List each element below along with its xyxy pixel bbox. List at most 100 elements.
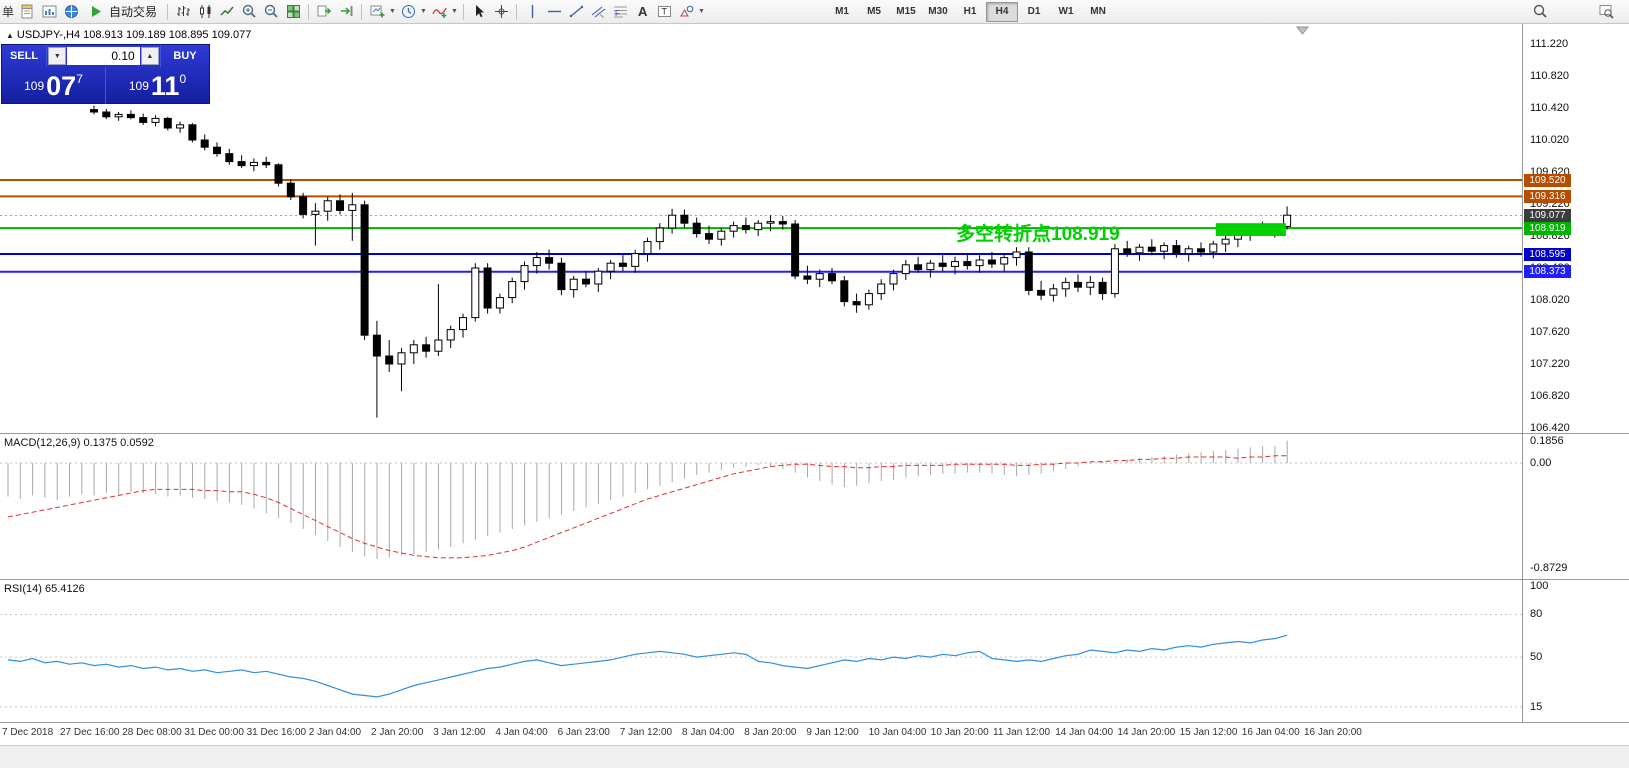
indicators-icon[interactable] [428, 2, 450, 22]
volume-decrease-button[interactable]: ▼ [48, 47, 67, 65]
period-icon[interactable] [397, 2, 419, 22]
bid-pip-digit: 7 [76, 72, 83, 86]
bid-price[interactable]: 109 07 7 [2, 67, 105, 104]
price-tick: 106.420 [1530, 422, 1570, 434]
autoscroll-icon[interactable] [313, 2, 335, 22]
time-tick: 16 Jan 04:00 [1241, 727, 1300, 738]
linechart-icon[interactable] [216, 2, 238, 22]
profiles-icon[interactable] [60, 2, 82, 22]
volume-input[interactable]: 0.10 [67, 47, 140, 65]
price-divider [105, 67, 106, 104]
candles-icon[interactable] [194, 2, 216, 22]
price-scale[interactable]: 111.220 110.820 110.420 110.020 109.620 109.2… [1523, 0, 1629, 745]
zoom-in-icon[interactable] [238, 2, 260, 22]
time-tick: 10 Jan 04:00 [868, 727, 927, 738]
rsi-tick: 15 [1530, 700, 1543, 713]
cursor-icon[interactable] [468, 2, 490, 22]
ask-price[interactable]: 109 11 0 [106, 67, 209, 104]
new-chart-icon[interactable] [366, 2, 388, 22]
time-tick: 2 Jan 04:00 [308, 727, 362, 738]
channel-icon[interactable] [587, 2, 609, 22]
sell-button[interactable]: SELL [2, 45, 48, 67]
rsi-line [7, 634, 1288, 698]
buy-button[interactable]: BUY [160, 45, 209, 67]
timeframe-m30-button[interactable]: M30 [928, 6, 948, 17]
time-tick: 10 Jan 20:00 [930, 727, 989, 738]
new-order-icon[interactable] [16, 2, 38, 22]
price-tick: 110.420 [1530, 102, 1569, 114]
macd-tick: -0.8729 [1530, 561, 1568, 574]
hline-icon[interactable] [543, 2, 565, 22]
bid-big-digits: 07 [46, 70, 77, 101]
timeframe-h4-button[interactable]: H4 [986, 1, 1019, 22]
timeframe-w1-button[interactable]: W1 [1058, 6, 1074, 17]
dropdown-arrow-icon[interactable]: ▼ [420, 8, 427, 15]
macd-tick: 0.00 [1530, 457, 1552, 469]
trendline-icon[interactable] [565, 2, 587, 22]
price-tick: 107.620 [1530, 326, 1570, 338]
timeframe-m15-button[interactable]: M15 [896, 6, 916, 17]
candlesticks [90, 105, 1292, 418]
search-icon[interactable] [1529, 2, 1551, 22]
time-tick: 28 Dec 08:00 [122, 727, 182, 738]
shapes-icon[interactable] [675, 2, 697, 22]
bid-prefix: 109 [24, 78, 45, 93]
toolbar-separator [463, 3, 465, 20]
new-order-button[interactable]: 单 [2, 5, 15, 19]
svg-text:A: A [638, 4, 648, 19]
rsi-tick: 80 [1530, 608, 1543, 621]
timeframe-mn-button[interactable]: MN [1090, 6, 1106, 17]
text-icon[interactable]: A [631, 2, 653, 22]
time-scale[interactable]: 7 Dec 2018 27 Dec 16:00 28 Dec 08:00 31 Dec… [0, 723, 1629, 744]
highlight-zone[interactable] [1215, 223, 1286, 236]
time-tick: 31 Dec 16:00 [246, 727, 307, 738]
crosshair-icon[interactable] [490, 2, 512, 22]
time-tick: 4 Jan 04:00 [495, 727, 548, 738]
price-tick: 110.820 [1530, 70, 1569, 82]
label-icon[interactable]: T [653, 2, 675, 22]
toolbar-separator [361, 3, 363, 20]
chart-icon: ▲ [6, 31, 14, 40]
price-tick: 106.820 [1530, 390, 1570, 402]
ask-prefix: 109 [128, 78, 149, 93]
toolbar: 单 自动交易 ▼ ▼ ▼ F A T ▼ M1 M5 M15 M30 H1 H4 D1 W1 MN [0, 0, 1629, 24]
timeframe-m5-button[interactable]: M5 [867, 6, 881, 17]
ask-pip-digit: 0 [179, 72, 187, 86]
dropdown-arrow-icon[interactable]: ▼ [389, 8, 396, 15]
chart-window-icon[interactable] [38, 2, 60, 22]
dropdown-arrow-icon[interactable]: ▼ [698, 8, 705, 15]
macd-tick: 0.1856 [1530, 434, 1564, 447]
timeframe-m1-button[interactable]: M1 [835, 6, 849, 17]
time-tick: 7 Jan 12:00 [619, 727, 673, 738]
window-search-icon[interactable] [1595, 2, 1617, 22]
volume-increase-button[interactable]: ▲ [140, 47, 159, 65]
one-click-trading-panel: SELL ▼ 0.10 ▲ BUY 109 07 7 109 11 0 [1, 44, 210, 104]
dropdown-arrow-icon[interactable]: ▼ [451, 8, 458, 15]
macd-signal-line [7, 455, 1288, 559]
vline-icon[interactable] [521, 2, 543, 22]
chart-shift-marker-icon[interactable] [1295, 26, 1310, 35]
macd-histogram [7, 440, 1288, 559]
timeframe-group: M1 M5 M15 M30 H1 H4 D1 W1 MN [826, 1, 1114, 22]
bars-icon[interactable] [172, 2, 194, 22]
autotrade-button[interactable]: 自动交易 [82, 2, 163, 22]
time-tick: 7 Dec 2018 [2, 727, 54, 738]
time-tick: 27 Dec 16:00 [60, 727, 120, 738]
rsi-label: RSI(14) 65.4126 [4, 583, 85, 595]
macd-label: MACD(12,26,9) 0.1375 0.0592 [4, 437, 154, 449]
price-tick: 111.220 [1530, 38, 1569, 50]
toolbar-right-icons [1529, 2, 1617, 22]
rsi-tick: 100 [1530, 580, 1549, 592]
shift-icon[interactable] [335, 2, 357, 22]
timeframe-h1-button[interactable]: H1 [963, 6, 977, 17]
status-bar [0, 745, 1629, 768]
symbol-ohlc-text: USDJPY-,H4 108.913 109.189 108.895 109.0… [16, 29, 252, 41]
time-tick: 6 Jan 23:00 [557, 727, 610, 738]
tile-icon[interactable] [282, 2, 304, 22]
zoom-out-icon[interactable] [260, 2, 282, 22]
timeframe-d1-button[interactable]: D1 [1027, 6, 1041, 17]
symbol-info: ▲ USDJPY-,H4 108.913 109.189 108.895 109.… [6, 29, 251, 41]
time-tick: 8 Jan 20:00 [744, 727, 797, 738]
fibonacci-icon[interactable]: F [609, 2, 631, 22]
